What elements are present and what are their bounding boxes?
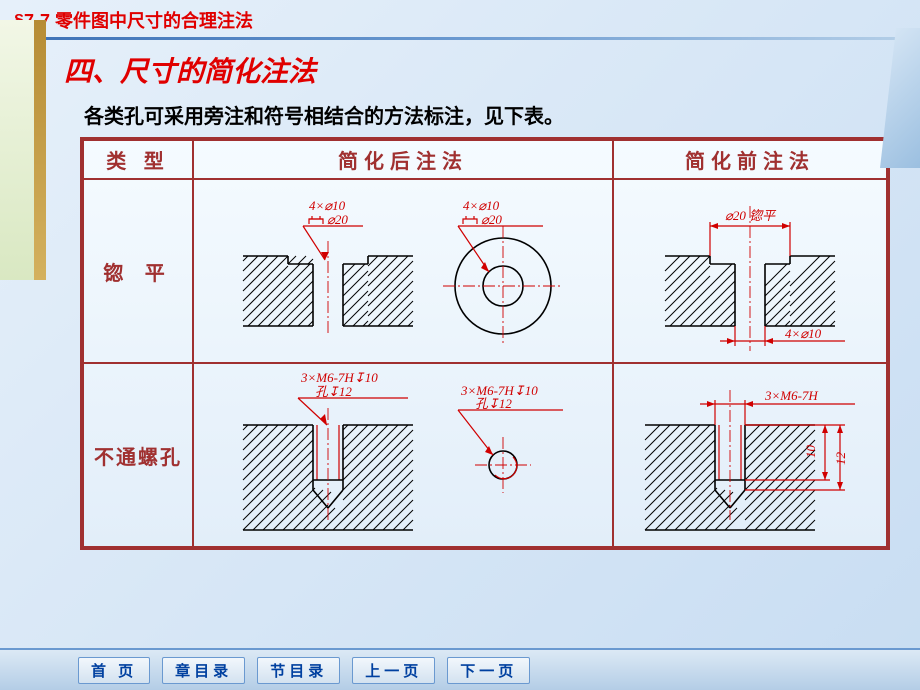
notation-table: 类 型 简化后注法 简化前注法 锪 平 [82,139,888,548]
spotface-simplified-cell: 4×⌀10 ⌀20 [193,179,613,363]
col-header-simplified: 简化后注法 [193,140,613,179]
home-button[interactable]: 首 页 [78,657,150,684]
dim-text: ⌀20 [481,212,502,227]
next-page-button[interactable]: 下一页 [447,657,530,684]
title-divider [0,37,920,40]
col-header-type: 类 型 [83,140,193,179]
dim-text: 孔↧12 [475,396,512,411]
col-header-before: 简化前注法 [613,140,887,179]
chapter-toc-button[interactable]: 章目录 [162,657,245,684]
spotface-simplified-figure: 4×⌀10 ⌀20 [203,186,603,356]
dim-text: 3×M6-7H↧10 [300,370,378,385]
dim-text: 4×⌀10 [785,326,822,341]
dim-text: 12 [833,452,848,466]
table-row: 不通螺孔 [83,363,887,547]
top-right-accent [880,28,920,168]
spotface-before-cell: ⌀20 锪平 4×⌀10 [613,179,887,363]
breadcrumb: §7-7 零件图中尺寸的合理注法 [0,0,920,37]
blind-thread-simplified-figure: 3×M6-7H↧10 孔↧12 3×M6-7H↧10 孔↧12 [203,370,603,540]
dim-text: 10 [803,445,818,459]
section-title: 四、尺寸的简化注法 [0,50,920,90]
intro-text: 各类孔可采用旁注和符号相结合的方法标注，见下表。 [0,100,920,129]
dim-text: ⌀20 锪平 [725,208,777,223]
bottom-nav-bar: 首 页 章目录 节目录 上一页 下一页 [0,648,920,690]
prev-page-button[interactable]: 上一页 [352,657,435,684]
row-label-blind-thread: 不通螺孔 [83,363,193,547]
blind-thread-before-figure: 3×M6-7H 10 12 [625,370,875,540]
left-accent-shape [0,20,36,280]
table-row: 锪 平 [83,179,887,363]
spotface-before-figure: ⌀20 锪平 4×⌀10 [625,186,875,356]
dim-text: 3×M6-7H [764,388,818,403]
dim-text: 4×⌀10 [309,198,346,213]
blind-thread-before-cell: 3×M6-7H 10 12 [613,363,887,547]
dim-text: ⌀20 [327,212,348,227]
row-label-spotface: 锪 平 [83,179,193,363]
dim-text: 4×⌀10 [463,198,500,213]
dim-text: 孔↧12 [315,384,352,399]
blind-thread-simplified-cell: 3×M6-7H↧10 孔↧12 3×M6-7H↧10 孔↧12 [193,363,613,547]
section-toc-button[interactable]: 节目录 [257,657,340,684]
notation-table-wrapper: 类 型 简化后注法 简化前注法 锪 平 [80,137,890,550]
